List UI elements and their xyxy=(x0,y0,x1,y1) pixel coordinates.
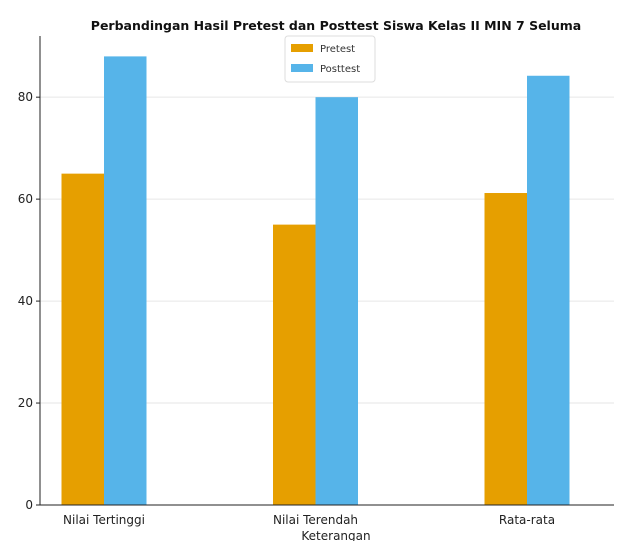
bar-pretest-2 xyxy=(484,193,527,505)
legend: Pretest Posttest xyxy=(284,35,376,83)
bar-pretest-0 xyxy=(61,173,104,506)
y-tick-label: 80 xyxy=(18,90,33,104)
x-tick-label: Rata-rata xyxy=(499,513,555,527)
bar-pretest-1 xyxy=(273,224,316,505)
y-tick-label: 0 xyxy=(25,498,33,512)
legend-frame xyxy=(284,35,376,83)
bars xyxy=(61,56,570,506)
legend-label-posttest: Posttest xyxy=(320,64,360,75)
legend-swatch-pretest xyxy=(291,44,313,52)
x-tick-label: Nilai Terendah xyxy=(273,513,358,527)
bar-posttest-2 xyxy=(527,75,570,505)
axes xyxy=(39,36,614,506)
y-tick-label: 20 xyxy=(18,396,33,410)
bar-posttest-0 xyxy=(104,56,147,506)
x-axis-label: Keterangan xyxy=(301,529,370,541)
y-tick-labels: 0 20 40 60 80 xyxy=(18,90,40,512)
x-tick-label: Nilai Tertinggi xyxy=(63,513,145,527)
y-tick-label: 40 xyxy=(18,294,33,308)
chart-title: Perbandingan Hasil Pretest dan Posttest … xyxy=(91,18,581,33)
bar-posttest-1 xyxy=(315,97,358,505)
legend-swatch-posttest xyxy=(291,64,313,72)
x-tick-labels: Nilai Tertinggi Nilai Terendah Rata-rata xyxy=(63,513,555,527)
legend-label-pretest: Pretest xyxy=(320,44,355,55)
y-tick-label: 60 xyxy=(18,192,33,206)
